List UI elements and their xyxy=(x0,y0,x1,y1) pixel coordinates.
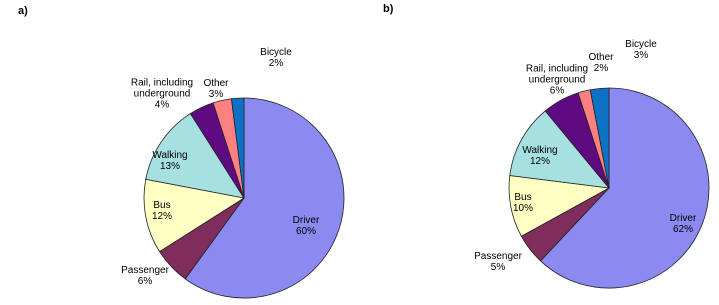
pie-slice xyxy=(589,87,610,189)
category-label: Passenger xyxy=(121,265,169,276)
value-label: 60% xyxy=(295,226,316,237)
category-label: Walking xyxy=(152,150,188,161)
value-label: 6% xyxy=(549,85,565,97)
pie-slice xyxy=(539,87,710,289)
slice-label: Bus 10% xyxy=(477,192,569,214)
value-label: 12% xyxy=(151,211,172,222)
category-label: Driver xyxy=(292,215,320,226)
slice-label: Bicycle 2% xyxy=(230,47,322,69)
category-label: Other xyxy=(203,78,229,89)
slice-label: Driver 62% xyxy=(637,213,719,235)
pie-slice xyxy=(231,97,245,199)
value-label: 2% xyxy=(593,63,609,74)
category-label: Other xyxy=(588,52,614,63)
value-label: 5% xyxy=(490,262,506,273)
slice-label: Driver 60% xyxy=(260,215,352,237)
pie-slice xyxy=(184,97,345,299)
panel-label: b) xyxy=(383,3,394,15)
slice-label: Other 3% xyxy=(170,78,262,100)
category-label: Rail, including underground xyxy=(525,63,589,86)
value-label: 13% xyxy=(159,161,180,172)
value-label: 12% xyxy=(529,156,550,167)
slice-label: Walking 13% xyxy=(124,150,216,172)
category-label: Walking xyxy=(522,145,558,156)
slice-label: Walking 12% xyxy=(494,145,586,167)
slice-label: Bus 12% xyxy=(116,200,208,222)
pie-slice xyxy=(143,178,246,253)
pie-slice xyxy=(145,113,245,199)
value-label: 2% xyxy=(268,58,284,69)
category-label: Bicycle xyxy=(625,39,657,50)
value-label: 3% xyxy=(208,89,224,100)
slice-label: Other 2% xyxy=(555,52,647,74)
category-label: Rail, including underground xyxy=(130,77,194,100)
panel-label: a) xyxy=(18,5,28,17)
slice-label: Passenger 6% xyxy=(99,265,191,287)
pie-slice xyxy=(509,110,610,189)
slice-label: Rail, including underground 4% xyxy=(116,78,208,111)
category-label: Driver xyxy=(669,213,697,224)
slice-label: Bicycle 3% xyxy=(595,39,687,61)
value-label: 62% xyxy=(672,224,693,235)
category-label: Bus xyxy=(514,192,532,203)
value-label: 4% xyxy=(154,99,170,111)
slice-label: Rail, including underground 6% xyxy=(511,64,603,97)
slice-label: Passenger 5% xyxy=(452,251,544,273)
value-label: 10% xyxy=(512,203,533,214)
value-label: 3% xyxy=(633,50,649,61)
category-label: Passenger xyxy=(474,251,522,262)
value-label: 6% xyxy=(137,276,153,287)
category-label: Bus xyxy=(153,200,171,211)
category-label: Bicycle xyxy=(260,47,292,58)
